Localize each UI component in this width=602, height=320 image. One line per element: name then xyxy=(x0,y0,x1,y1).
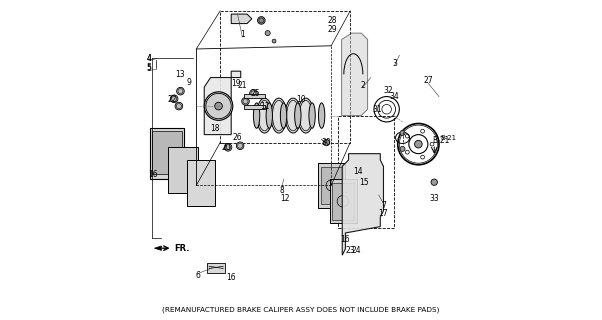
Ellipse shape xyxy=(309,103,315,128)
Polygon shape xyxy=(343,154,383,255)
Circle shape xyxy=(400,146,405,151)
Text: 25: 25 xyxy=(250,89,260,98)
Text: 16: 16 xyxy=(341,235,350,244)
Ellipse shape xyxy=(294,103,301,128)
Circle shape xyxy=(258,17,265,24)
Text: 4: 4 xyxy=(146,54,151,63)
Text: 15: 15 xyxy=(359,178,369,187)
Text: 30: 30 xyxy=(321,138,331,147)
Text: 10: 10 xyxy=(296,95,306,104)
Ellipse shape xyxy=(256,98,273,133)
Circle shape xyxy=(272,39,276,43)
Text: 12: 12 xyxy=(281,194,290,203)
Text: 16: 16 xyxy=(226,273,236,282)
Bar xyxy=(244,105,264,109)
Text: 11: 11 xyxy=(260,101,269,111)
Text: 17: 17 xyxy=(379,209,388,219)
Ellipse shape xyxy=(415,140,422,148)
Ellipse shape xyxy=(271,98,287,133)
Circle shape xyxy=(250,90,257,97)
Polygon shape xyxy=(332,183,354,220)
Text: 3: 3 xyxy=(392,59,397,68)
Circle shape xyxy=(224,143,232,151)
Ellipse shape xyxy=(253,103,259,128)
Text: 22: 22 xyxy=(168,95,177,104)
Circle shape xyxy=(170,95,178,103)
Circle shape xyxy=(241,98,249,105)
Text: 5: 5 xyxy=(146,63,151,73)
Polygon shape xyxy=(329,179,356,223)
Ellipse shape xyxy=(318,103,325,128)
Circle shape xyxy=(323,140,329,146)
Ellipse shape xyxy=(281,103,287,128)
Circle shape xyxy=(204,92,233,120)
Circle shape xyxy=(259,18,264,23)
Ellipse shape xyxy=(298,98,314,133)
Polygon shape xyxy=(204,71,241,135)
Text: 7: 7 xyxy=(381,202,386,211)
Text: 23: 23 xyxy=(346,246,355,255)
Text: 33: 33 xyxy=(429,194,439,203)
Text: 9: 9 xyxy=(187,78,192,87)
Text: 4: 4 xyxy=(146,54,151,63)
Text: 21: 21 xyxy=(238,81,247,90)
Polygon shape xyxy=(168,147,198,193)
Polygon shape xyxy=(187,160,216,206)
Text: 24: 24 xyxy=(352,246,361,255)
Polygon shape xyxy=(341,33,368,116)
Polygon shape xyxy=(318,163,346,208)
Text: 13: 13 xyxy=(175,70,185,79)
Polygon shape xyxy=(231,14,252,24)
Text: 26: 26 xyxy=(233,133,243,142)
Text: FR.: FR. xyxy=(174,244,190,253)
Text: 1: 1 xyxy=(240,30,244,39)
Bar xyxy=(338,116,394,228)
Polygon shape xyxy=(321,167,343,204)
Polygon shape xyxy=(155,246,161,251)
Text: 20: 20 xyxy=(222,143,231,152)
Text: 28: 28 xyxy=(328,16,338,25)
Text: B-21: B-21 xyxy=(432,136,449,146)
Text: 8: 8 xyxy=(279,186,284,195)
Bar xyxy=(244,94,264,98)
Text: 31: 31 xyxy=(372,105,382,114)
Circle shape xyxy=(265,31,270,36)
Circle shape xyxy=(175,102,182,110)
Text: 19: 19 xyxy=(231,79,241,88)
Text: 16: 16 xyxy=(149,170,158,179)
Bar xyxy=(220,11,350,142)
Circle shape xyxy=(176,87,184,95)
Circle shape xyxy=(237,142,244,149)
Text: 2: 2 xyxy=(361,81,365,90)
Polygon shape xyxy=(150,128,184,179)
Circle shape xyxy=(215,102,222,110)
Text: 32: 32 xyxy=(383,86,393,95)
Ellipse shape xyxy=(266,103,273,128)
Text: B-21: B-21 xyxy=(441,135,457,141)
Circle shape xyxy=(431,179,438,185)
Ellipse shape xyxy=(285,98,301,133)
Polygon shape xyxy=(152,132,182,174)
Circle shape xyxy=(400,131,405,136)
Text: 27: 27 xyxy=(423,76,433,85)
Text: (REMANUFACTURED BRAKE CALIPER ASSY DOES NOT INCLUDE BRAKE PADS): (REMANUFACTURED BRAKE CALIPER ASSY DOES … xyxy=(163,307,439,313)
Text: 29: 29 xyxy=(328,25,338,35)
Text: 34: 34 xyxy=(389,92,400,101)
Text: 18: 18 xyxy=(211,124,220,133)
Text: 5: 5 xyxy=(146,62,151,72)
Bar xyxy=(208,263,225,273)
Text: 14: 14 xyxy=(353,167,363,176)
Text: 6: 6 xyxy=(196,271,200,280)
